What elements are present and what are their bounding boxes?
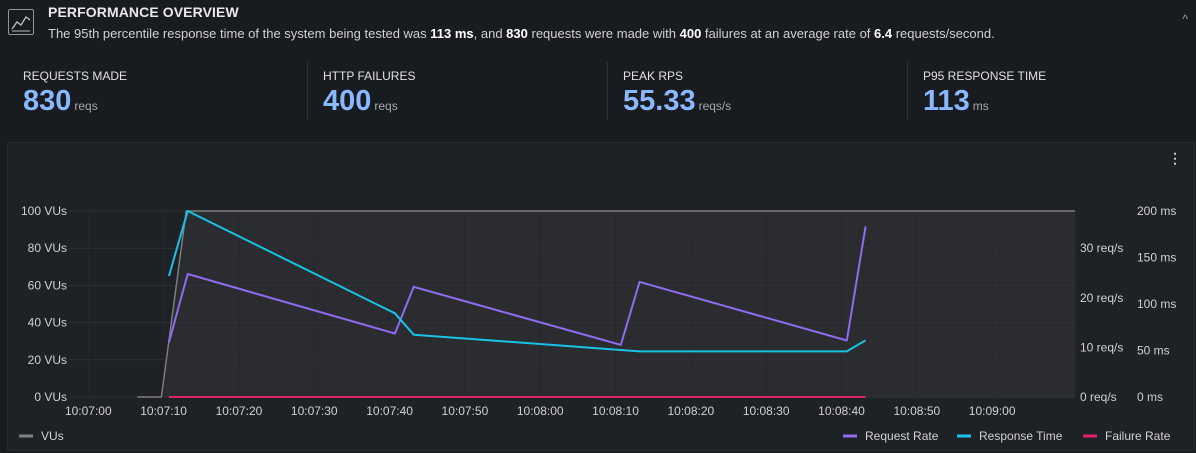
x-tick-label: 10:07:10	[140, 404, 187, 418]
y2-tick-label: 20 req/s	[1080, 291, 1123, 305]
performance-overview-header: PERFORMANCE OVERVIEW The 95th percentile…	[0, 0, 1196, 52]
y3-tick-label: 50 ms	[1137, 344, 1170, 358]
stat-value: 830	[23, 85, 72, 117]
collapse-chevron-icon[interactable]: ^	[1182, 12, 1188, 26]
y-tick-label: 80 VUs	[28, 241, 67, 255]
y3-tick-label: 0 ms	[1137, 390, 1163, 404]
response-time-line	[167, 210, 867, 353]
request-rate-line	[167, 226, 867, 346]
y2-tick-label: 0 req/s	[1080, 390, 1117, 404]
summary-text: requests were made with	[527, 26, 680, 41]
summary-highlight: 113 ms	[430, 26, 474, 41]
divider	[607, 62, 608, 120]
stat-label: REQUESTS MADE	[23, 69, 128, 83]
y-tick-label: 60 VUs	[28, 278, 67, 292]
summary-description: The 95th percentile response time of the…	[48, 26, 995, 41]
summary-highlight: 400	[679, 26, 702, 41]
y3-tick-label: 200 ms	[1137, 204, 1176, 218]
divider	[907, 62, 908, 120]
vus-line	[137, 210, 1075, 398]
x-tick-label: 10:08:50	[893, 404, 940, 418]
x-tick-label: 10:07:00	[65, 404, 112, 418]
y2-tick-label: 30 req/s	[1080, 241, 1123, 255]
stat-unit: reqs	[374, 99, 398, 113]
stat-unit: reqs	[74, 99, 98, 113]
chart-line-icon	[8, 9, 34, 35]
legend-label-response-time: Response Time	[979, 429, 1063, 443]
summary-highlight: 830	[506, 26, 528, 41]
y-tick-label: 40 VUs	[28, 316, 67, 330]
x-tick-label: 10:08:40	[818, 404, 865, 418]
x-tick-label: 10:08:30	[743, 404, 790, 418]
x-tick-label: 10:07:30	[291, 404, 338, 418]
summary-text: , and	[473, 26, 507, 41]
legend-label-request-rate: Request Rate	[865, 429, 939, 443]
stat-value: 400	[323, 85, 372, 117]
y-tick-label: 0 VUs	[34, 390, 67, 404]
divider	[307, 62, 308, 120]
x-tick-label: 10:07:40	[366, 404, 413, 418]
summary-highlight: 6.4	[874, 26, 893, 41]
panel-menu-icon[interactable]: ⋮	[1168, 150, 1182, 166]
summary-text: failures at an average rate of	[701, 26, 875, 41]
x-tick-label: 10:08:10	[592, 404, 639, 418]
x-tick-label: 10:08:20	[668, 404, 715, 418]
x-tick-label: 10:07:50	[442, 404, 489, 418]
stat-value: 55.33	[623, 85, 696, 117]
vus-area	[161, 211, 1075, 397]
page-title: PERFORMANCE OVERVIEW	[48, 4, 239, 20]
stat-label: PEAK RPS	[623, 69, 684, 83]
summary-text: The 95th percentile response time of the…	[48, 26, 431, 41]
stat-value: 113	[923, 85, 970, 117]
legend-label-failure-rate: Failure Rate	[1105, 429, 1171, 443]
stat-label: HTTP FAILURES	[323, 69, 416, 83]
x-tick-label: 10:09:00	[969, 404, 1016, 418]
y2-tick-label: 10 req/s	[1080, 340, 1123, 354]
y-tick-label: 100 VUs	[21, 204, 67, 218]
stats-row: REQUESTS MADE 830 reqs HTTP FAILURES 400 r…	[0, 58, 1196, 124]
legend-label-vus: VUs	[41, 429, 64, 443]
summary-text: requests/second.	[892, 26, 995, 41]
stat-unit: ms	[972, 99, 989, 113]
y-tick-label: 20 VUs	[28, 353, 67, 367]
stat-unit: reqs/s	[698, 99, 732, 113]
y3-tick-label: 100 ms	[1137, 297, 1176, 311]
stat-label: P95 RESPONSE TIME	[923, 69, 1047, 83]
y3-tick-label: 150 ms	[1137, 251, 1176, 265]
x-tick-label: 10:07:20	[216, 404, 263, 418]
x-tick-label: 10:08:00	[517, 404, 564, 418]
